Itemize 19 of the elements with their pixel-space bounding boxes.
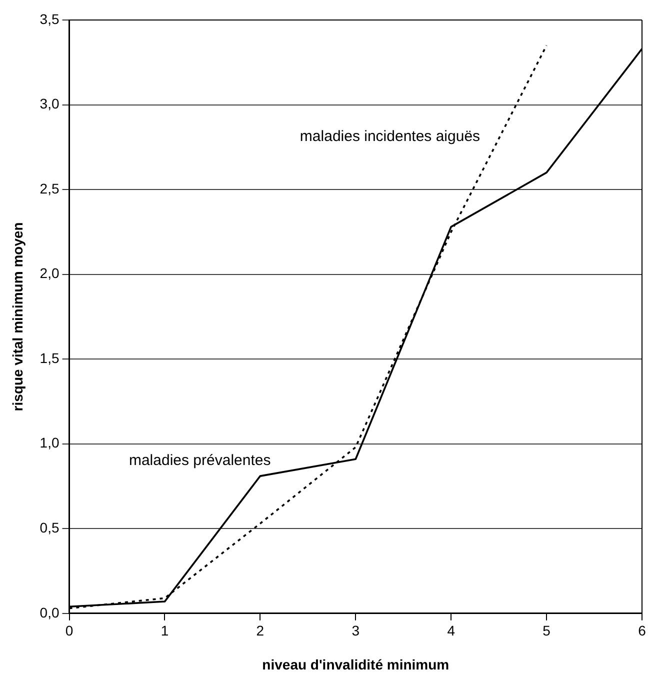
y-tick-label: 0,5 bbox=[40, 519, 60, 536]
x-tick-label: 1 bbox=[160, 622, 169, 639]
x-tick-label: 5 bbox=[542, 622, 551, 639]
x-tick-label: 0 bbox=[65, 622, 74, 639]
y-axis-title: risque vital minimum moyen bbox=[9, 222, 26, 412]
y-tick-label: 0,0 bbox=[40, 604, 60, 620]
x-axis-title: niveau d'invalidité minimum bbox=[262, 656, 450, 672]
x-tick-label: 3 bbox=[352, 622, 360, 639]
series-label: maladies incidentes aiguës bbox=[300, 128, 480, 146]
y-tick-label: 3,0 bbox=[40, 96, 60, 112]
x-tick-label: 2 bbox=[256, 622, 264, 639]
series-label: maladies prévalentes bbox=[128, 452, 271, 470]
y-tick-label: 2,0 bbox=[40, 265, 60, 282]
x-tick-label: 6 bbox=[638, 622, 646, 639]
y-tick-label: 3,5 bbox=[40, 10, 60, 27]
y-tick-label: 2,5 bbox=[40, 180, 60, 196]
x-tick-label: 4 bbox=[447, 622, 456, 639]
y-tick-label: 1,0 bbox=[40, 434, 60, 451]
y-tick-label: 1,5 bbox=[40, 350, 60, 366]
